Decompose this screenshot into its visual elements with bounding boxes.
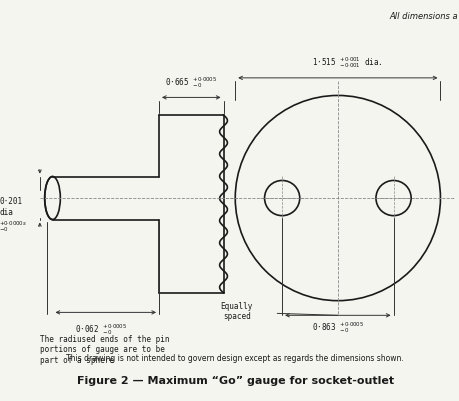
Text: The radiused ends of the pin
portions of gauge are to be
part of a sphere: The radiused ends of the pin portions of… (40, 335, 169, 365)
Text: This drawing is not intended to govern design except as regards the dimensions s: This drawing is not intended to govern d… (66, 354, 403, 363)
Text: 0·863 $^{+0·0005}_{-0}$: 0·863 $^{+0·0005}_{-0}$ (311, 320, 363, 335)
Text: All dimensions a: All dimensions a (389, 12, 457, 21)
Text: Equally
spaced: Equally spaced (220, 302, 252, 321)
Text: 0·062 $^{+0·0005}_{-0}$: 0·062 $^{+0·0005}_{-0}$ (75, 322, 127, 337)
Text: Figure 2 — Maximum “Go” gauge for socket-outlet: Figure 2 — Maximum “Go” gauge for socket… (77, 376, 393, 386)
Text: 0·201
dia
$^{+0·0000s}_{-0}$: 0·201 dia $^{+0·0000s}_{-0}$ (0, 197, 28, 234)
Text: 1·515 $^{+0·001}_{-0·001}$ dia.: 1·515 $^{+0·001}_{-0·001}$ dia. (312, 55, 382, 70)
Text: 0·665 $^{+0·0005}_{-0}$: 0·665 $^{+0·0005}_{-0}$ (165, 75, 217, 89)
